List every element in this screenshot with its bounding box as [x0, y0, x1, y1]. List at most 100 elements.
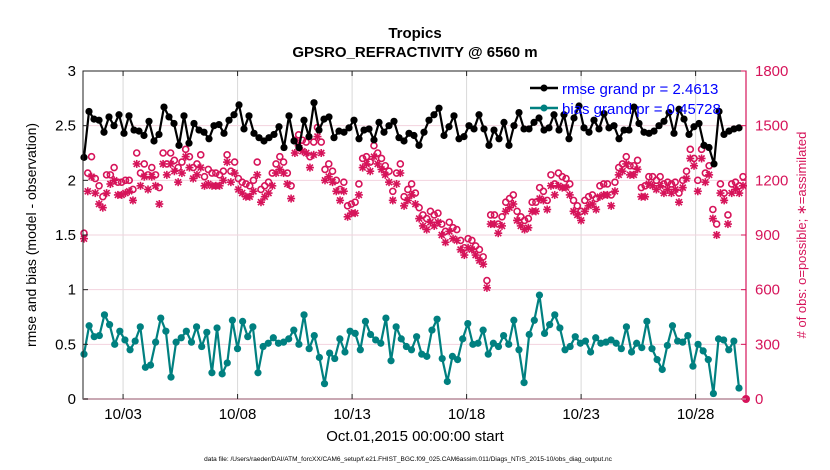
obs-assimilated-point [712, 231, 721, 239]
rmse-point [425, 116, 433, 124]
rmse-point [570, 114, 578, 122]
obs-possible-point [675, 189, 683, 197]
bias-point [699, 347, 707, 355]
obs-assimilated-point [641, 192, 650, 201]
bias-point [162, 327, 170, 335]
rmse-point [230, 111, 238, 119]
obs-possible-point [539, 187, 548, 196]
obs-possible-point [483, 276, 491, 285]
rmse-point [530, 118, 538, 126]
rmse-point [390, 117, 398, 125]
obs-assimilated-point [87, 172, 96, 181]
obs-possible-point [129, 185, 137, 194]
rmse-point [565, 135, 573, 143]
bias-point [172, 338, 180, 346]
bias-point [244, 333, 252, 341]
obs-possible-point [498, 212, 506, 221]
bias-point [305, 345, 313, 353]
obs-assimilated-point [618, 167, 627, 176]
obs-possible-point [328, 167, 337, 176]
bias-point [694, 340, 702, 348]
obs-assimilated-point [290, 149, 299, 157]
bias-point [530, 316, 538, 324]
bias-point [392, 323, 400, 331]
lines-layer [80, 99, 743, 398]
bias-point [131, 337, 139, 345]
obs-possible-point [694, 176, 702, 185]
rmse-point [435, 104, 443, 112]
bias-point [607, 336, 615, 344]
rmse-point [735, 124, 743, 132]
obs-assimilated-point [422, 225, 431, 234]
rmse-point [400, 137, 408, 145]
obs-possible-point [486, 211, 495, 219]
rmse-point [715, 107, 723, 116]
obs-possible-point [140, 160, 149, 168]
rmse-point [550, 111, 558, 119]
bias-point [668, 322, 677, 330]
rmse-point [375, 118, 383, 126]
rmse-point [185, 139, 193, 147]
bias-point [617, 345, 625, 353]
bias-point [663, 341, 671, 350]
x-tick-label: 10/03 [104, 406, 142, 423]
rmse-point [190, 119, 198, 128]
obs-possible-point [573, 202, 582, 210]
bias-point [525, 330, 533, 339]
obs-assimilated-point [479, 260, 488, 269]
rmse-point [445, 123, 453, 131]
obs-possible-point [95, 182, 103, 190]
rmse-point [665, 108, 673, 117]
obs-possible-point [558, 172, 567, 181]
obs-possible-point [690, 154, 698, 163]
obs-possible-point [437, 220, 446, 228]
rmse-point [430, 111, 438, 119]
rmse-point [590, 116, 598, 124]
bias-point [167, 373, 175, 381]
bias-point [515, 346, 523, 354]
obs-possible-point [317, 138, 326, 146]
obs-assimilated-point [629, 170, 638, 179]
bias-point [397, 335, 405, 343]
obs-possible-point [479, 253, 487, 261]
bias-point [725, 346, 733, 354]
rmse-point [680, 115, 688, 123]
obs-possible-point [174, 163, 182, 172]
bias-point [351, 329, 359, 337]
rmse-point [535, 114, 543, 122]
rmse-point [160, 103, 168, 111]
obs-possible-point [456, 236, 465, 245]
rmse-point [510, 122, 518, 130]
obs-assimilated-point [400, 201, 409, 210]
bias-point [510, 316, 518, 324]
y-tick-label: 0.5 [55, 336, 76, 353]
obs-assimilated-point [577, 216, 586, 225]
obs-possible-point [373, 149, 382, 157]
bias-point [85, 322, 93, 330]
rmse-point [620, 126, 628, 134]
rmse-point [440, 131, 448, 140]
rmse-point [450, 112, 458, 120]
obs-possible-point [181, 145, 190, 154]
obs-possible-point [324, 160, 333, 168]
y2-axis-label: # of obs: o=possible; ∗=assimilated [794, 132, 809, 339]
rmse-point [285, 112, 293, 120]
obs-possible-point [302, 138, 310, 146]
rmse-point [165, 113, 173, 121]
rmse-point [670, 129, 678, 137]
obs-assimilated-point [682, 174, 691, 183]
obs-possible-point [332, 176, 341, 185]
rmse-point [500, 118, 508, 126]
obs-possible-point [170, 156, 179, 165]
bias-point [428, 326, 436, 334]
rmse-point [80, 153, 88, 161]
obs-assimilated-point [516, 221, 525, 230]
bias-point [561, 346, 569, 354]
legend-rmse-label: rmse grand pr = 2.4613 [562, 81, 718, 98]
bias-point [433, 315, 441, 323]
bias-point [116, 327, 124, 335]
obs-possible-point [381, 161, 390, 170]
bias-point [540, 329, 549, 337]
bias-point [300, 311, 308, 319]
obs-possible-point [132, 149, 141, 157]
